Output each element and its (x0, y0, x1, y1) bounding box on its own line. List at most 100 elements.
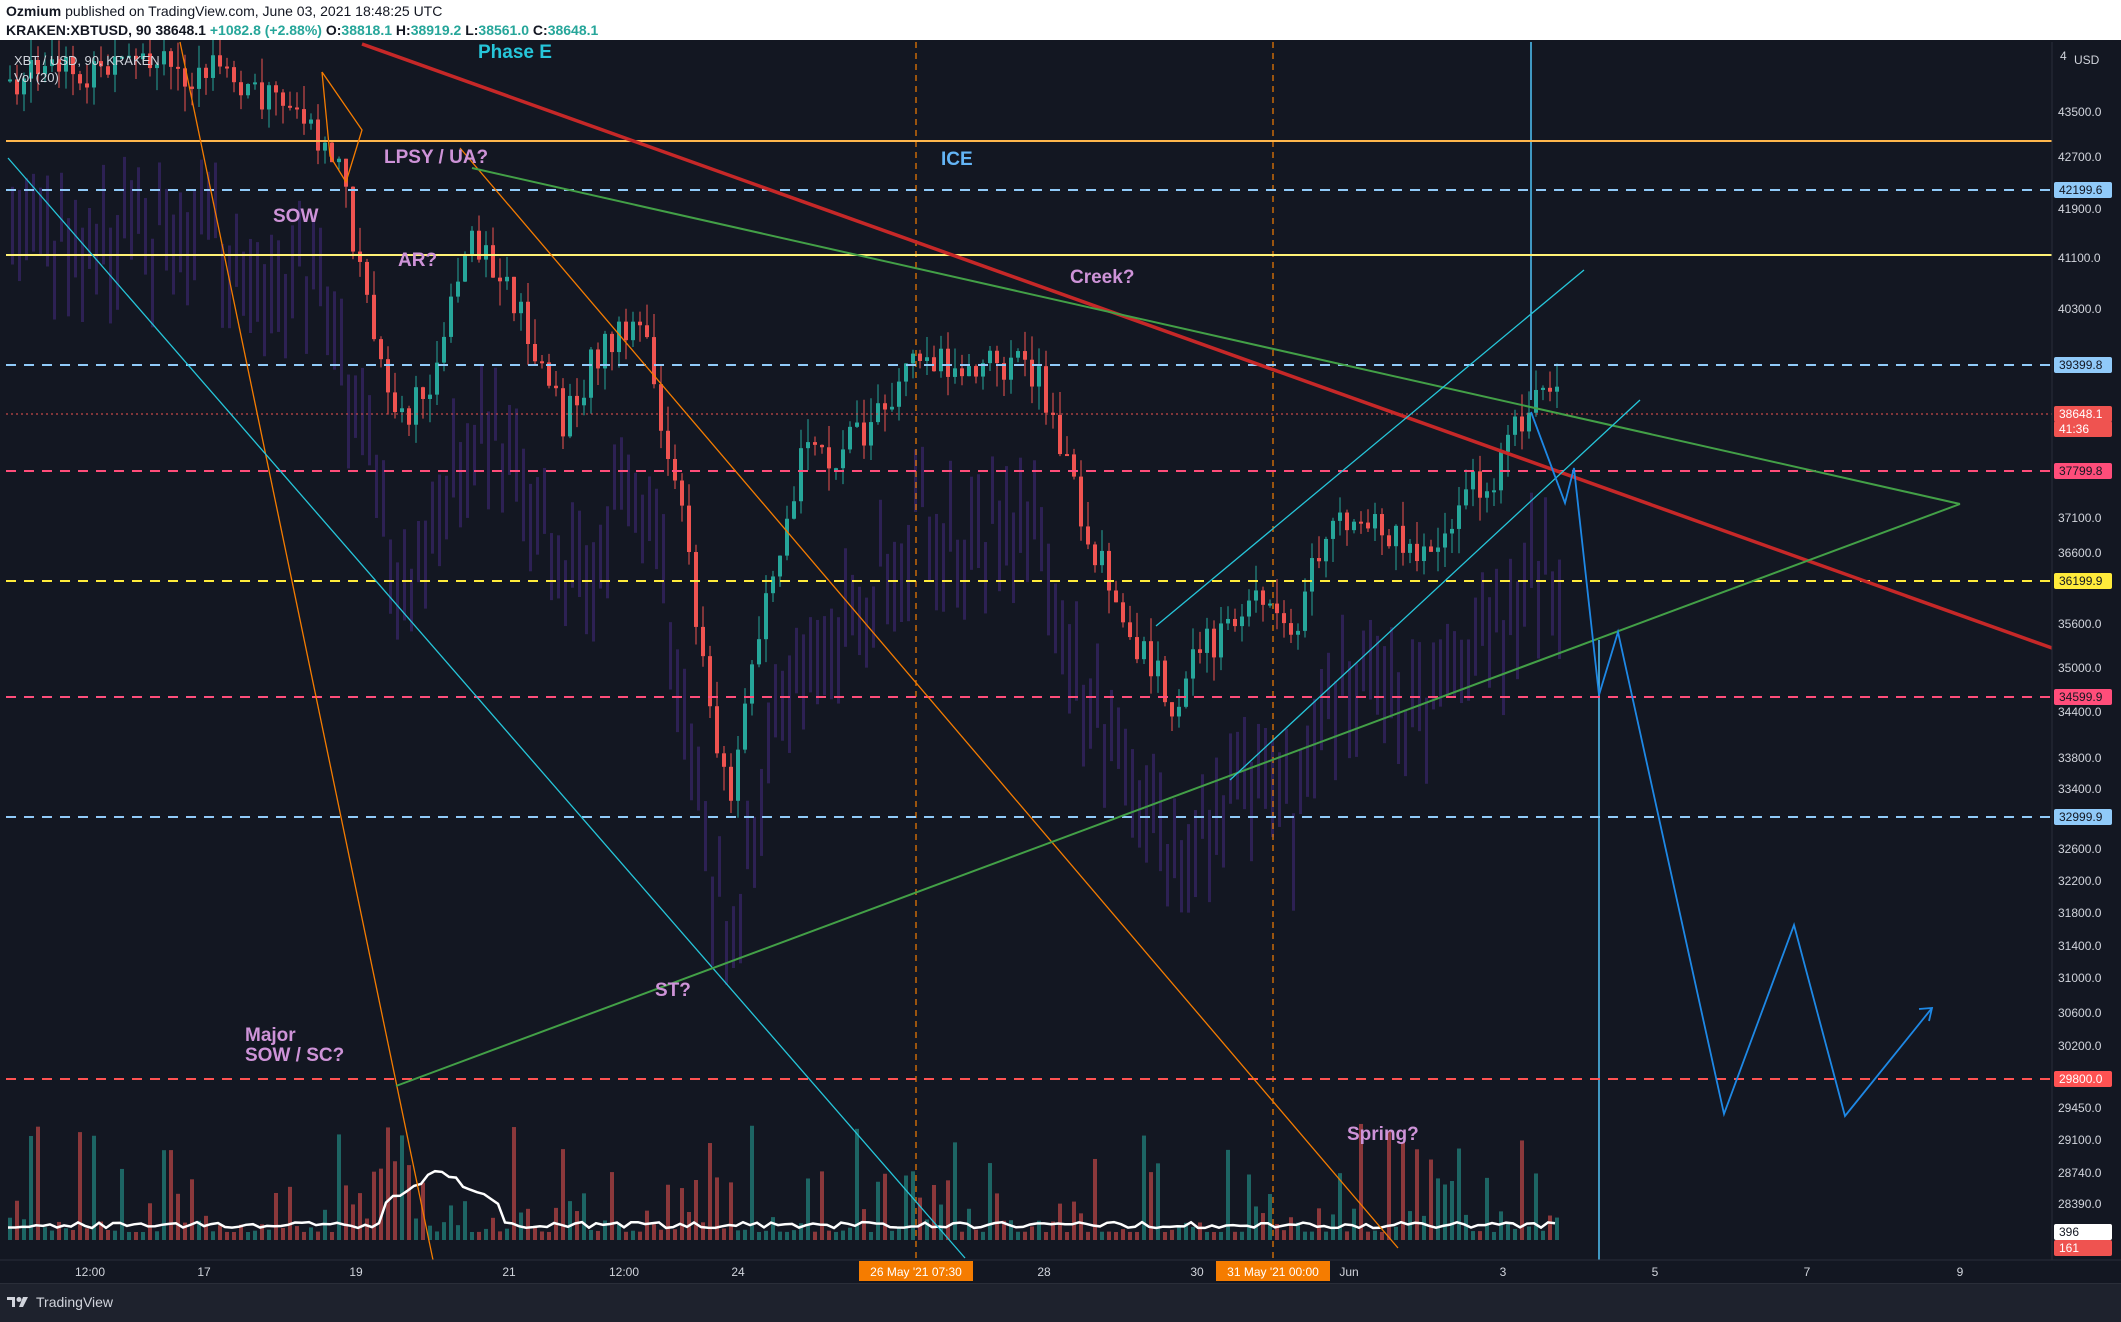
price-axis[interactable] (2052, 42, 2121, 1260)
ghost-candle (795, 627, 798, 694)
candle-body (449, 296, 453, 337)
candle-body (561, 388, 565, 437)
legend-title[interactable]: XBT / USD, 90, KRAKEN (14, 53, 160, 68)
ghost-candle (165, 188, 168, 271)
ghost-candle (1124, 728, 1127, 806)
volume-bar (204, 1215, 208, 1240)
ghost-candle (942, 523, 945, 612)
volume-bar (946, 1180, 950, 1240)
candle-body (841, 449, 845, 469)
candle-body (981, 363, 985, 377)
candle-body (1184, 678, 1188, 707)
ghost-candle (1558, 559, 1561, 659)
tradingview-brand: TradingView (36, 1294, 114, 1310)
candle-body (708, 656, 712, 707)
ghost-candle (676, 649, 679, 733)
candle-body (302, 109, 306, 124)
ghost-candle (256, 242, 259, 322)
volume-bar (1380, 1231, 1384, 1240)
ghost-candle (837, 617, 840, 704)
candle-body (582, 397, 586, 406)
volume-bar (456, 1225, 460, 1240)
ghost-candle (991, 456, 994, 524)
candle-body (1030, 359, 1034, 387)
candle-body (799, 448, 803, 502)
volume-bar (617, 1223, 621, 1240)
time-highlight-text: 26 May '21 07:30 (870, 1265, 962, 1279)
candle-body (1093, 544, 1097, 566)
price-tick: 30600.0 (2058, 1006, 2102, 1020)
candle-body (71, 56, 75, 75)
volume-bar (162, 1150, 166, 1240)
ghost-candle (431, 481, 434, 554)
ghost-candle (928, 516, 931, 581)
ghost-candle (361, 367, 364, 456)
time-axis[interactable] (0, 1260, 2121, 1283)
volume-bar (1436, 1178, 1440, 1240)
author-name[interactable]: Ozmium (6, 3, 62, 19)
ghost-candle (634, 472, 637, 533)
candle-body (883, 403, 887, 410)
ghost-candle (368, 395, 371, 466)
ghost-candle (1096, 643, 1099, 728)
ghost-candle (900, 543, 903, 623)
candle-body (344, 158, 348, 187)
candle-body (855, 422, 859, 427)
volume-bar (302, 1231, 306, 1240)
candle-body (239, 82, 243, 96)
candle-body (533, 343, 537, 362)
candle-body (442, 336, 446, 363)
volume-bar (1464, 1214, 1468, 1240)
ghost-candle (319, 227, 322, 307)
volume-bar (855, 1128, 859, 1240)
ghost-candle (228, 245, 231, 329)
candle-body (15, 79, 19, 95)
ghost-candle (158, 162, 161, 226)
volume-bar (1156, 1163, 1160, 1240)
volume-bar (1254, 1206, 1258, 1240)
candle-body (1100, 550, 1104, 566)
candle-body (631, 321, 635, 341)
candle-body (722, 753, 726, 767)
ghost-candle (1509, 558, 1512, 636)
ghost-candle (935, 513, 938, 611)
volume-bar (71, 1229, 75, 1240)
ghost-candle (697, 746, 700, 811)
legend-volume[interactable]: Vol (20) (14, 70, 59, 85)
volume-bar (127, 1231, 131, 1240)
candle-body (596, 349, 600, 369)
volume-bar (988, 1163, 992, 1240)
orange-line-long (459, 147, 1399, 1249)
tradingview-logo[interactable]: TradingView (6, 1294, 113, 1310)
ghost-candle (1201, 774, 1204, 839)
ghost-candle (11, 186, 14, 265)
candle-body (1149, 641, 1153, 677)
ghost-candle (459, 442, 462, 528)
volume-bar (1527, 1226, 1531, 1240)
ghost-candle (753, 816, 756, 888)
candle-body (1555, 386, 1559, 392)
time-tick: 17 (197, 1265, 211, 1279)
candle-body (680, 480, 684, 506)
ghost-candle (375, 454, 378, 519)
price-chart[interactable]: Phase E LPSY / UA? ICE SOW AR? Creek? ST… (0, 40, 2121, 1283)
ghost-candle (1012, 512, 1015, 604)
time-tick: 5 (1652, 1265, 1659, 1279)
candle-body (505, 276, 509, 282)
candle-body (946, 348, 950, 377)
volume-bar (1058, 1203, 1062, 1240)
ghost-candle (1467, 639, 1470, 701)
candle-body (806, 442, 810, 449)
currency-label[interactable]: USD (2074, 53, 2100, 67)
volume-bar (57, 1221, 61, 1240)
price-label-badge: 34599.9 (2054, 689, 2112, 705)
ghost-candle (1089, 678, 1092, 749)
candle-body (1268, 603, 1272, 606)
ghost-candle (382, 460, 385, 537)
price-label-text: 38648.1 (2059, 407, 2103, 421)
ghost-candle (221, 243, 224, 328)
ghost-candle (60, 172, 63, 242)
ghost-candle (1264, 727, 1267, 809)
volume-bar (1485, 1177, 1489, 1240)
candle-body (204, 67, 208, 78)
